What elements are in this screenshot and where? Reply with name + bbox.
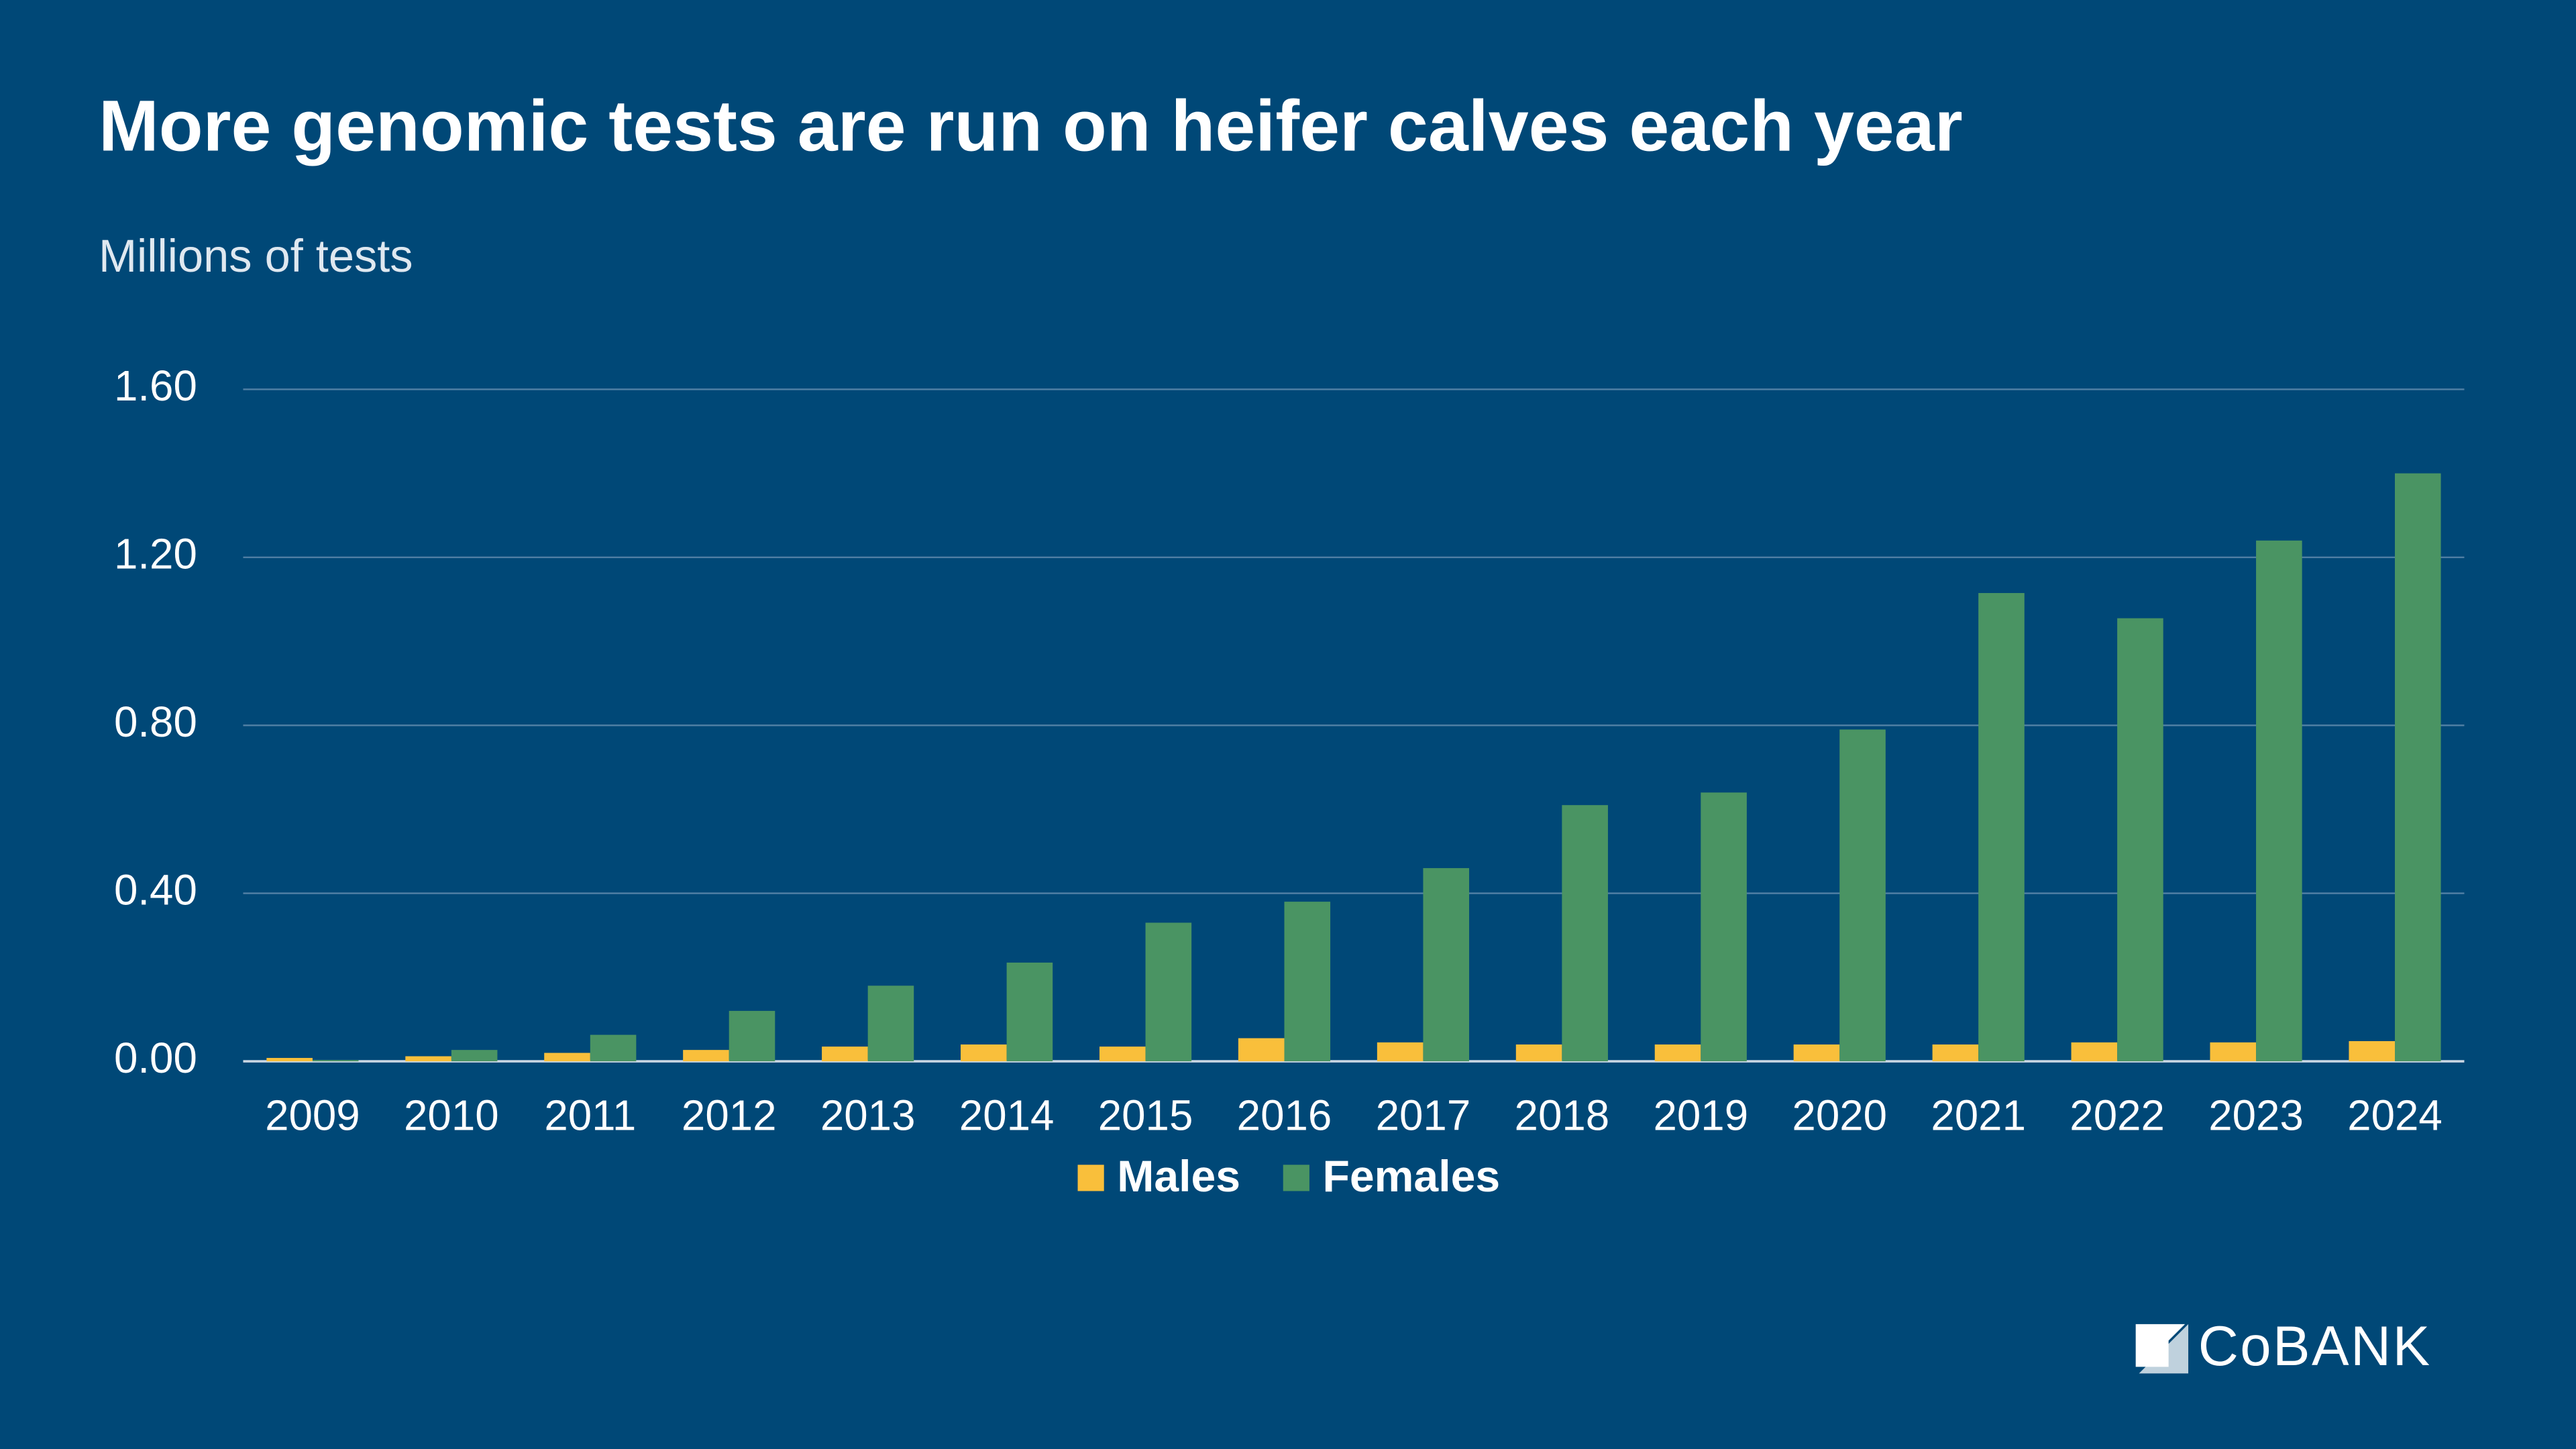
legend-swatch xyxy=(1077,1165,1104,1191)
bar xyxy=(1701,792,1747,1062)
bar xyxy=(961,1044,1007,1062)
y-tick-label: 0.40 xyxy=(114,866,197,914)
bar xyxy=(1238,1038,1285,1062)
bar xyxy=(2117,618,2163,1062)
bar xyxy=(1145,922,1192,1062)
legend-label: Males xyxy=(1117,1152,1240,1201)
x-tick-label: 2011 xyxy=(544,1092,636,1140)
bar xyxy=(2210,1042,2257,1062)
bar xyxy=(451,1050,498,1062)
bar xyxy=(1654,1044,1701,1062)
x-tick-label: 2024 xyxy=(2347,1092,2443,1140)
x-tick-label: 2014 xyxy=(959,1092,1055,1140)
bar xyxy=(729,1010,775,1062)
bar xyxy=(1099,1046,1146,1062)
bar xyxy=(1839,729,1886,1062)
x-tick-label: 2018 xyxy=(1515,1092,1610,1140)
x-tick-label: 2019 xyxy=(1653,1092,1748,1140)
legend-label: Females xyxy=(1323,1152,1501,1201)
x-tick-label: 2012 xyxy=(682,1092,777,1140)
legend-swatch xyxy=(1283,1165,1309,1191)
bar xyxy=(1284,902,1331,1062)
chart-subtitle: Millions of tests xyxy=(99,230,413,282)
bar xyxy=(312,1060,359,1062)
chart-title: More genomic tests are run on heifer cal… xyxy=(99,85,1963,166)
bar xyxy=(544,1053,590,1062)
x-tick-label: 2009 xyxy=(265,1092,360,1140)
logo: CoBANK xyxy=(2135,1315,2432,1377)
y-tick-label: 1.20 xyxy=(114,531,197,578)
bar xyxy=(1978,593,2025,1062)
x-tick-label: 2020 xyxy=(1792,1092,1887,1140)
logo-icon xyxy=(2135,1324,2186,1367)
y-tick-label: 1.60 xyxy=(114,362,197,410)
x-tick-label: 2013 xyxy=(820,1092,916,1140)
bar xyxy=(2071,1042,2118,1062)
bar xyxy=(590,1034,637,1062)
bar xyxy=(1932,1044,1979,1062)
bar xyxy=(1562,805,1608,1062)
bar xyxy=(1515,1044,1562,1062)
x-tick-label: 2015 xyxy=(1098,1092,1193,1140)
bar xyxy=(867,985,914,1062)
bar xyxy=(405,1056,451,1062)
bar xyxy=(1006,962,1053,1062)
x-tick-label: 2010 xyxy=(404,1092,499,1140)
logo-text: CoBANK xyxy=(2198,1315,2432,1377)
bar xyxy=(2395,473,2441,1062)
x-tick-label: 2017 xyxy=(1376,1092,1471,1140)
bar xyxy=(1423,868,1469,1062)
y-tick-label: 0.80 xyxy=(114,698,197,746)
bar xyxy=(1793,1044,1840,1062)
bar xyxy=(2256,540,2302,1062)
y-tick-label: 0.00 xyxy=(114,1034,197,1082)
x-tick-label: 2016 xyxy=(1237,1092,1332,1140)
x-tick-label: 2022 xyxy=(2070,1092,2165,1140)
bar xyxy=(266,1058,313,1062)
x-tick-label: 2023 xyxy=(2208,1092,2304,1140)
bar xyxy=(1377,1042,1424,1062)
logo-icon xyxy=(2139,1324,2189,1374)
bar xyxy=(683,1050,729,1062)
x-tick-label: 2021 xyxy=(1931,1092,2026,1140)
bar xyxy=(2349,1040,2395,1062)
bar xyxy=(822,1046,868,1062)
